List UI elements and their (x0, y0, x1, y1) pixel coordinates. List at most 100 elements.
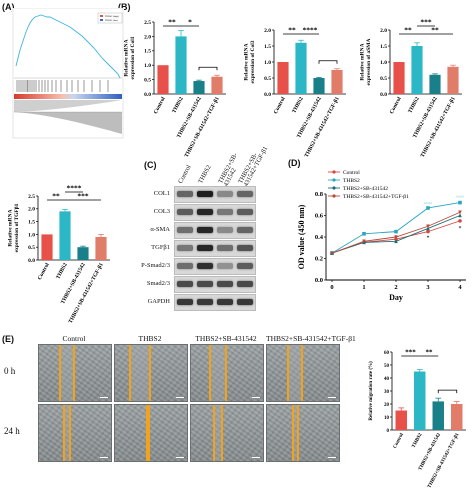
blot-band (197, 281, 213, 287)
blot-band (237, 191, 253, 197)
blot-band (237, 209, 253, 215)
scale-bar (100, 457, 108, 458)
chart-migration: 0 10 20 30 40 50 60 Relative migration rate (%)… (369, 349, 466, 489)
y-tick-label: 0.0 (380, 92, 387, 98)
data-point (426, 224, 430, 229)
data-point (426, 229, 430, 234)
blot-band (217, 227, 233, 233)
blot-strip (174, 294, 256, 311)
blot-band (237, 245, 253, 251)
scratch-line (69, 405, 71, 461)
blot-strip (174, 204, 256, 221)
blot-protein-label: GAPDH (147, 298, 170, 305)
y-tick-label: 2.0 (380, 28, 387, 34)
legend-marker (332, 170, 336, 174)
bar-1 (295, 42, 307, 94)
wound-image (190, 404, 264, 462)
sig-bracket (318, 60, 338, 64)
y-tick-label: 2.5 (28, 194, 35, 200)
y-tick-label: 50 (384, 364, 390, 369)
blot-protein-label: COL1 (153, 190, 170, 197)
blot-protein-label: α-SMA (150, 226, 170, 233)
y-axis-label: Relative mRNA (244, 43, 250, 80)
y-tick-label: 0 (387, 429, 390, 434)
data-point (394, 239, 398, 244)
y-tick-label: 2.0 (144, 34, 151, 40)
blot-band (197, 245, 213, 251)
y-tick-label: 0.8 (315, 191, 324, 198)
y-tick-label: 0.5 (144, 78, 151, 84)
y-axis-label: expression of aSMA (366, 39, 372, 86)
bar-1 (414, 371, 426, 430)
blot-band (217, 281, 233, 287)
data-point (458, 210, 462, 215)
scratch-line (221, 405, 223, 461)
sig-label: * (188, 18, 192, 27)
data-point (458, 213, 462, 218)
scratch-line (213, 405, 215, 461)
panel-label-b: (B) (118, 2, 131, 12)
gsea-legend: THBS2 (high) THBS2 (low) (97, 12, 123, 24)
scratch-gap (213, 405, 221, 461)
scratch-line (149, 345, 151, 401)
gsea-rank-bar (14, 94, 122, 99)
category-label: THBS2 (291, 96, 305, 114)
bar-1 (175, 36, 187, 94)
bar-1 (411, 46, 423, 94)
panel-label-c: (C) (144, 160, 157, 170)
gsea-legend-high: THBS2 (high) (105, 15, 119, 18)
scale-bar (252, 457, 260, 458)
bar-2 (432, 401, 444, 430)
blot-band (237, 281, 253, 287)
y-tick-label: 60 (384, 351, 390, 356)
y-tick-label: 0.5 (28, 245, 35, 251)
blot-protein-label: Smad2/3 (146, 280, 170, 287)
y-axis-label: expression of Col3 (250, 40, 256, 83)
sig-label: ** (426, 349, 434, 357)
y-tick-label: 1.5 (144, 49, 151, 55)
annotation: ^^^^ (424, 201, 433, 206)
sig-label: *** (420, 18, 432, 27)
blot-band (197, 209, 213, 215)
blot-band (237, 227, 253, 233)
bar-0 (41, 234, 53, 260)
annotation: ^^^^ (456, 195, 465, 200)
scratch-line (63, 405, 65, 461)
y-tick-label: 0.5 (380, 76, 387, 82)
category-label: Control (393, 432, 405, 450)
blot-band (197, 227, 213, 233)
blot-protein-label: TGFβ1 (151, 244, 170, 251)
scratch-gap (209, 345, 225, 401)
scratch-line (301, 345, 303, 401)
scale-bar (328, 457, 336, 458)
bar-2 (193, 81, 205, 94)
scratch-gap (63, 405, 69, 461)
y-tick-label: 20 (384, 403, 390, 408)
wound-column-title: THBS2 (138, 334, 162, 343)
wound-row-label: 24 h (4, 426, 20, 436)
western-blot: Control THBS2 THBS2+SB-431542 THBS2+SB-4315… (140, 140, 290, 332)
blot-strip (174, 258, 256, 275)
blot-band (237, 263, 253, 269)
data-point (330, 251, 334, 256)
x-tick-label: 1 (362, 284, 365, 291)
blot-protein-label: P-Smad2/3 (141, 262, 170, 269)
wound-image (38, 344, 112, 402)
scale-bar (176, 397, 184, 398)
blot-band (177, 209, 193, 215)
y-tick-label: 1.0 (28, 232, 35, 238)
y-tick-label: 10 (384, 416, 390, 421)
blot-band (197, 299, 213, 305)
blot-strip (174, 240, 256, 257)
x-tick-label: 3 (426, 284, 430, 291)
sig-bracket (437, 389, 458, 394)
annotation: * (459, 226, 462, 232)
data-point (458, 219, 462, 223)
bar-0 (277, 62, 289, 94)
y-tick-label: 1.0 (264, 60, 271, 66)
scratch-line (287, 345, 289, 401)
blot-band (217, 299, 233, 305)
gsea-legend-low: THBS2 (low) (105, 19, 118, 22)
y-tick-label: 1.5 (264, 44, 271, 50)
wound-image (266, 404, 340, 462)
